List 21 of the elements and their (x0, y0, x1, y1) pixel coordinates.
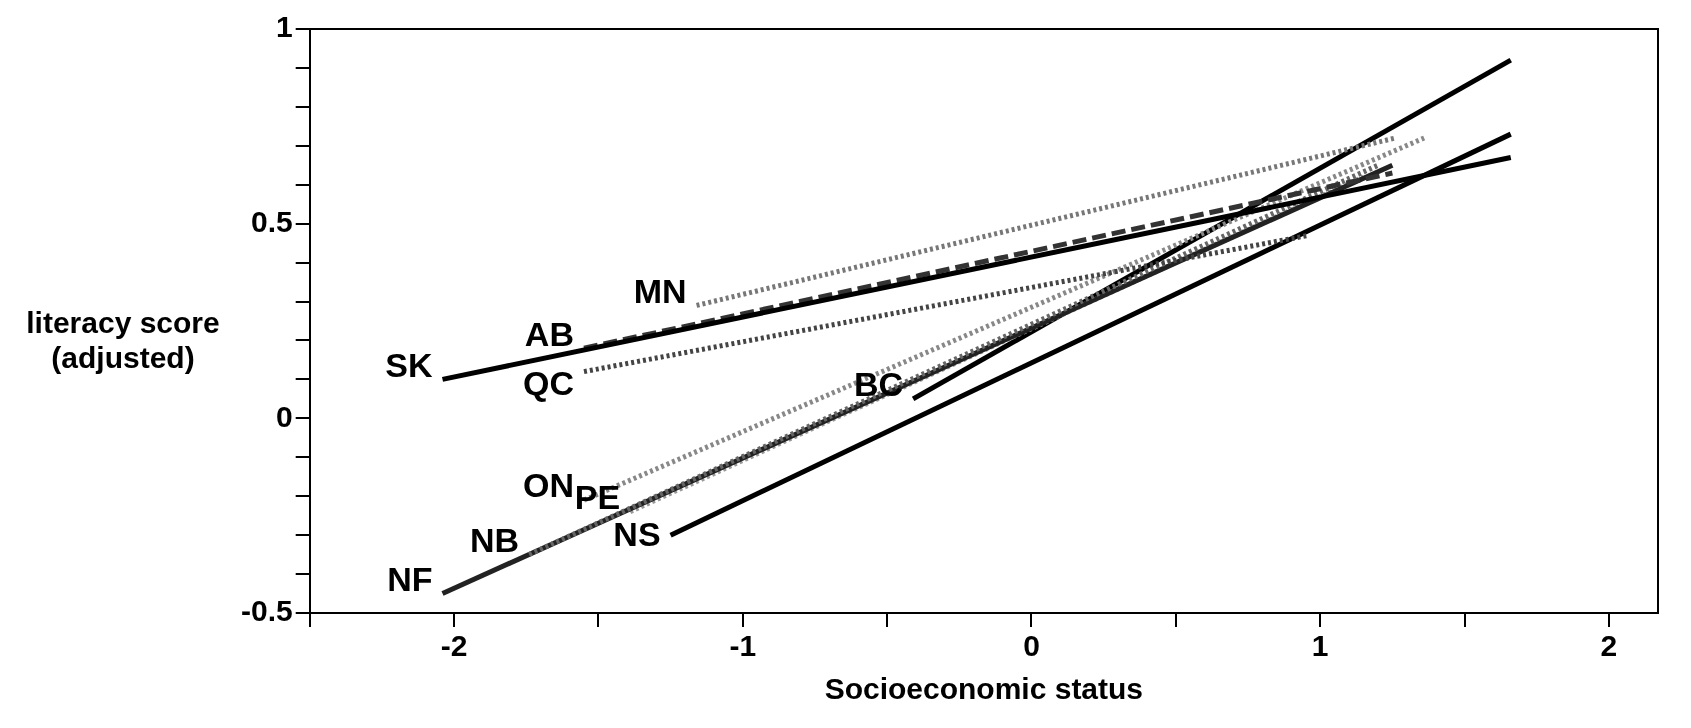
y-tick-label: 0 (276, 399, 293, 433)
series-label: QC (522, 363, 574, 402)
x-tick-label: 2 (1600, 629, 1618, 663)
series-label: SK (385, 345, 433, 384)
series-label: MN (633, 271, 687, 310)
y-tick-label: -0.5 (240, 594, 293, 628)
y-tick-label: 1 (276, 10, 293, 44)
x-tick-label: 1 (1311, 629, 1329, 663)
series-label: NF (387, 559, 433, 598)
y-axis-title: literacy score (adjusted) (25, 306, 221, 375)
series-label: AB (524, 314, 574, 353)
series-label: PE (574, 478, 621, 517)
x-axis-title: Socioeconomic status (824, 672, 1144, 706)
x-tick-label: -2 (440, 629, 468, 663)
y-tick-label: 0.5 (250, 204, 293, 238)
series-label: BC (854, 365, 904, 404)
x-tick-label: -1 (729, 629, 757, 663)
series-label: ON (522, 466, 574, 505)
series-label: NS (613, 514, 661, 553)
x-tick-label: 0 (1023, 629, 1040, 663)
series-label: NB (470, 520, 520, 559)
